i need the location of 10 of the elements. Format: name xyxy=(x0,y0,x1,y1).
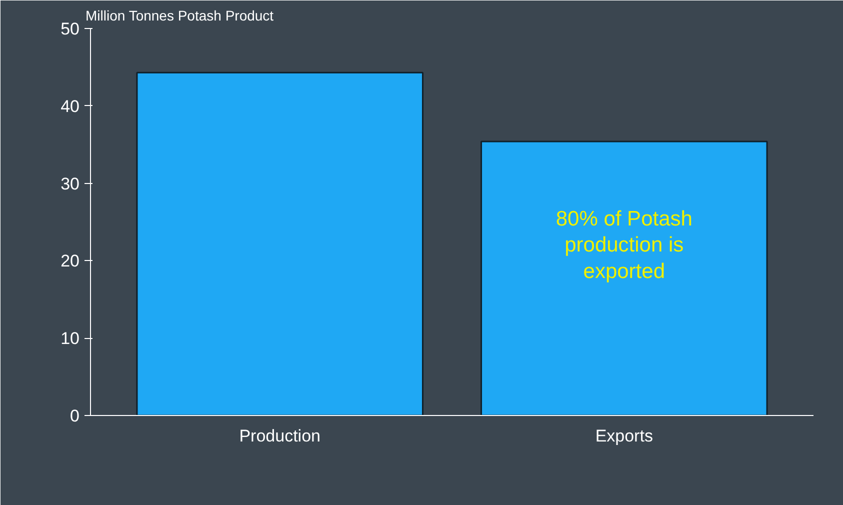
annotation: 80% of Potash production is exported xyxy=(556,207,692,284)
x-tick-label: Production xyxy=(239,426,320,446)
y-tick-label: 10 xyxy=(60,329,80,348)
y-tick-label: 20 xyxy=(60,252,80,271)
y-tick-label: 0 xyxy=(70,406,80,426)
y-tick-label: 40 xyxy=(60,96,80,116)
y-tick-label: 50 xyxy=(60,20,80,38)
x-tick-label: Exports xyxy=(595,426,653,446)
y-axis-title: Million Tonnes Potash Product xyxy=(86,8,274,24)
y-tick-label: 30 xyxy=(60,174,80,194)
